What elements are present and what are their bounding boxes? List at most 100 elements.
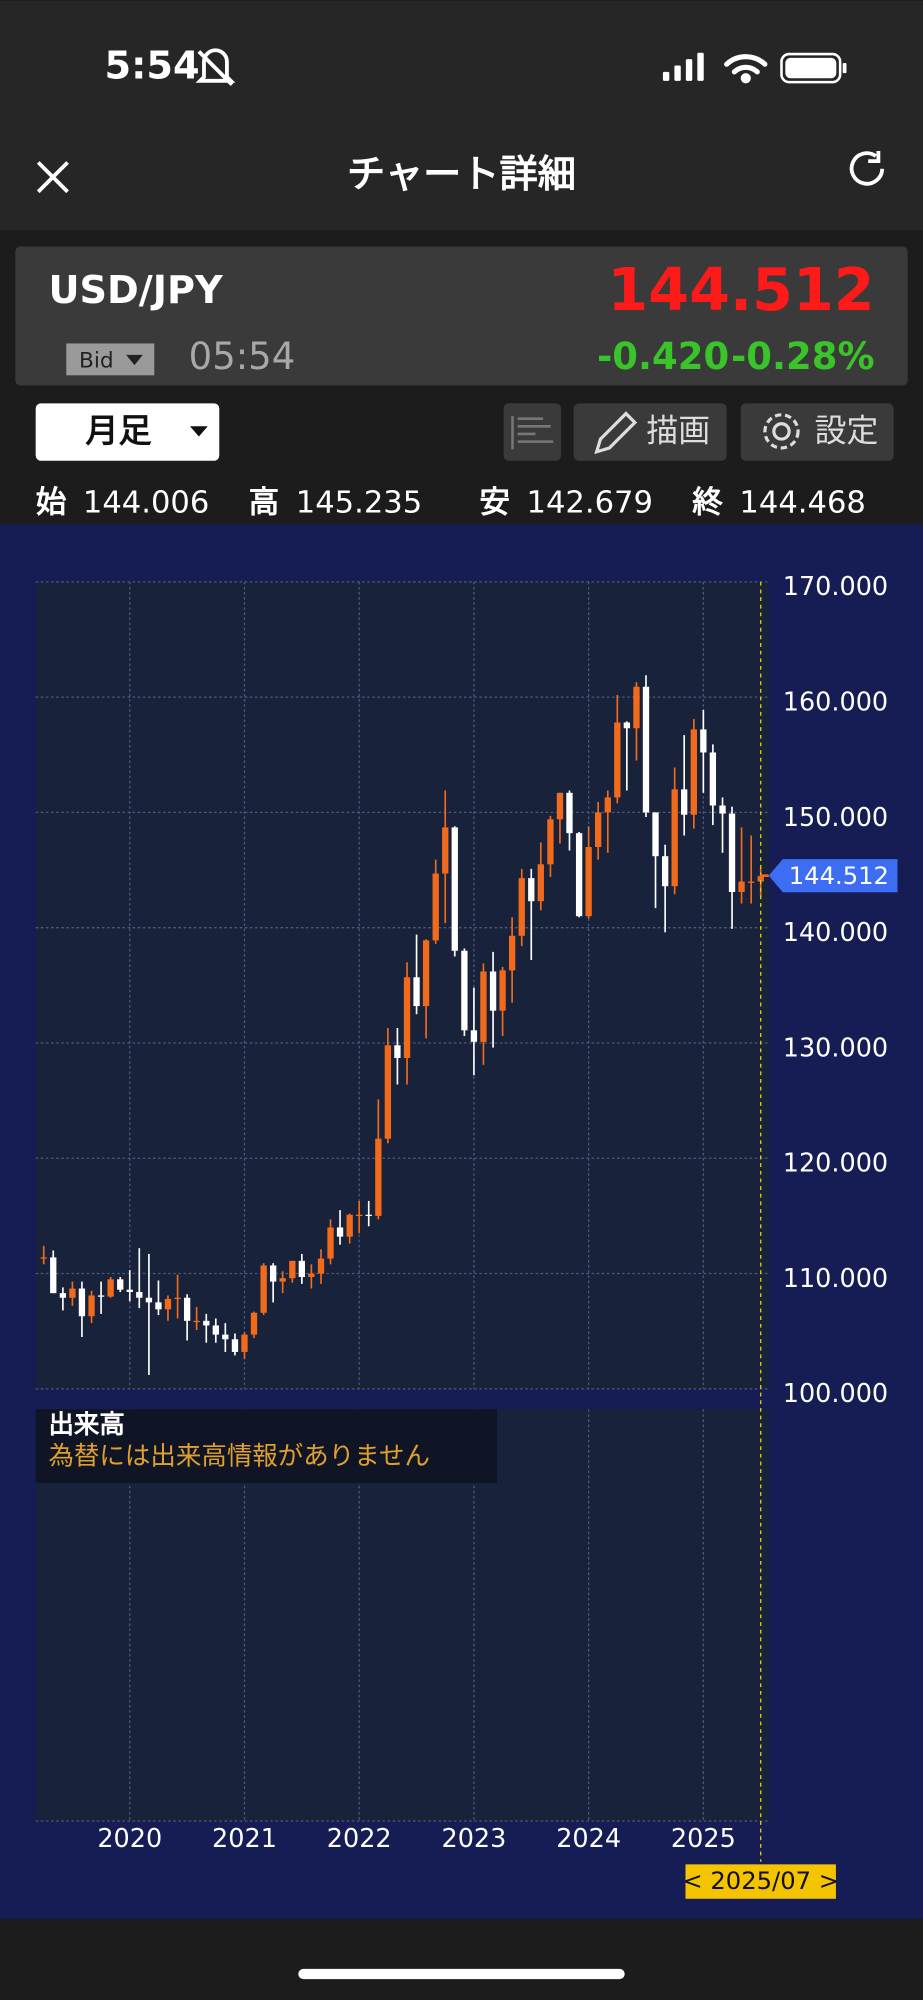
side: Bid xyxy=(79,348,114,373)
y-tick-label: 140.000 xyxy=(783,918,888,948)
quote-panel xyxy=(15,246,908,386)
candle-body xyxy=(585,846,592,917)
candle-body xyxy=(117,1279,124,1290)
candle-body xyxy=(126,1289,133,1292)
x-tick-label: 2025 xyxy=(671,1824,736,1854)
candle-body xyxy=(518,878,525,936)
battery-icon xyxy=(780,52,847,84)
candle-body xyxy=(327,1227,334,1259)
volume-title: 出来高 xyxy=(48,1410,124,1440)
ohlc-label: 高 xyxy=(249,486,280,521)
candle-body xyxy=(107,1279,114,1297)
candle-body xyxy=(88,1295,95,1317)
x-tick-label: 2023 xyxy=(441,1824,506,1854)
candle-body xyxy=(595,812,602,847)
candle-body xyxy=(78,1288,86,1317)
candle-body xyxy=(193,1320,200,1323)
candle-body xyxy=(336,1227,344,1237)
candle-body xyxy=(203,1320,210,1326)
y-tick-label: 160.000 xyxy=(783,688,888,718)
candle-body xyxy=(681,789,688,815)
candle-body xyxy=(413,977,420,1007)
status-time: 5:54 xyxy=(105,45,200,89)
period: 月足 xyxy=(85,411,151,450)
candle-body xyxy=(537,864,544,902)
candle-body xyxy=(499,970,506,1011)
candle-body xyxy=(757,876,764,882)
candle-body xyxy=(528,878,535,902)
signal-icon xyxy=(662,52,704,81)
cursor-label-box xyxy=(685,1864,836,1899)
candle-body xyxy=(442,827,449,874)
candle-body xyxy=(748,881,755,883)
candle-body xyxy=(719,805,726,814)
candle-body xyxy=(69,1288,76,1298)
candle-body xyxy=(231,1339,239,1352)
candle-body xyxy=(270,1265,277,1282)
price-pane xyxy=(35,581,769,1389)
volume-message: 為替には出来高情報がありません xyxy=(48,1442,430,1472)
candle-body xyxy=(432,873,439,941)
cursor-label: < 2025/07 > xyxy=(682,1867,839,1895)
ohlc-value: 144.006 xyxy=(83,486,209,521)
y-tick-label: 150.000 xyxy=(783,803,888,833)
header-title: チャート詳細 xyxy=(347,153,576,197)
price: 144.512 xyxy=(608,256,875,324)
candle-body xyxy=(40,1257,47,1259)
candle-body xyxy=(384,1045,392,1139)
candle-body xyxy=(709,752,717,806)
candle-body xyxy=(260,1265,267,1313)
candle-body xyxy=(451,827,458,951)
candle-body xyxy=(346,1214,353,1237)
candle-body xyxy=(308,1273,315,1278)
close-button[interactable] xyxy=(36,161,69,194)
ohlc-label: 始 xyxy=(36,486,67,521)
candle-body xyxy=(136,1291,143,1298)
candle-body xyxy=(566,792,573,834)
refresh-button[interactable] xyxy=(849,150,885,186)
candle-body xyxy=(575,833,583,917)
candle-body xyxy=(556,792,564,820)
candle-body xyxy=(461,950,468,1031)
candle-body xyxy=(298,1260,305,1278)
candle-body xyxy=(700,729,707,753)
quote-time: 05:54 xyxy=(189,335,296,378)
candle-body xyxy=(403,977,411,1058)
candle-body xyxy=(661,856,669,887)
dropdown-arrow xyxy=(126,354,143,366)
y-tick-label: 110.000 xyxy=(783,1264,888,1294)
y-tick-label: 100.000 xyxy=(783,1379,888,1409)
candle-body xyxy=(250,1312,258,1335)
settings-button[interactable] xyxy=(740,403,894,461)
candle-body xyxy=(489,971,497,1011)
candle-body xyxy=(155,1302,162,1310)
side-dropdown[interactable] xyxy=(66,343,155,376)
last-price-label: 144.512 xyxy=(789,862,889,890)
period-dropdown[interactable] xyxy=(35,403,220,461)
candle-body xyxy=(738,881,745,892)
candle-body xyxy=(145,1297,153,1303)
x-tick-label: 2020 xyxy=(97,1824,162,1854)
candle-body xyxy=(671,789,678,887)
home-indicator xyxy=(298,1968,625,1980)
candle-body xyxy=(241,1334,248,1352)
candle-body xyxy=(50,1257,57,1294)
candle-body xyxy=(356,1214,363,1217)
top-bar xyxy=(0,0,923,230)
volume-note xyxy=(35,1409,498,1484)
ohlc-value: 144.468 xyxy=(739,486,865,521)
gear-icon xyxy=(763,413,800,450)
candle-body xyxy=(470,1030,478,1042)
y-tick-label: 130.000 xyxy=(783,1033,888,1063)
candle-body xyxy=(633,686,640,729)
y-tick-label: 170.000 xyxy=(783,572,888,602)
candle-body xyxy=(59,1293,67,1298)
pen-icon xyxy=(594,411,638,455)
candle-body xyxy=(480,971,487,1042)
ohlc-value: 145.235 xyxy=(296,486,422,521)
candle-body xyxy=(728,813,736,892)
x-tick-label: 2022 xyxy=(327,1824,392,1854)
